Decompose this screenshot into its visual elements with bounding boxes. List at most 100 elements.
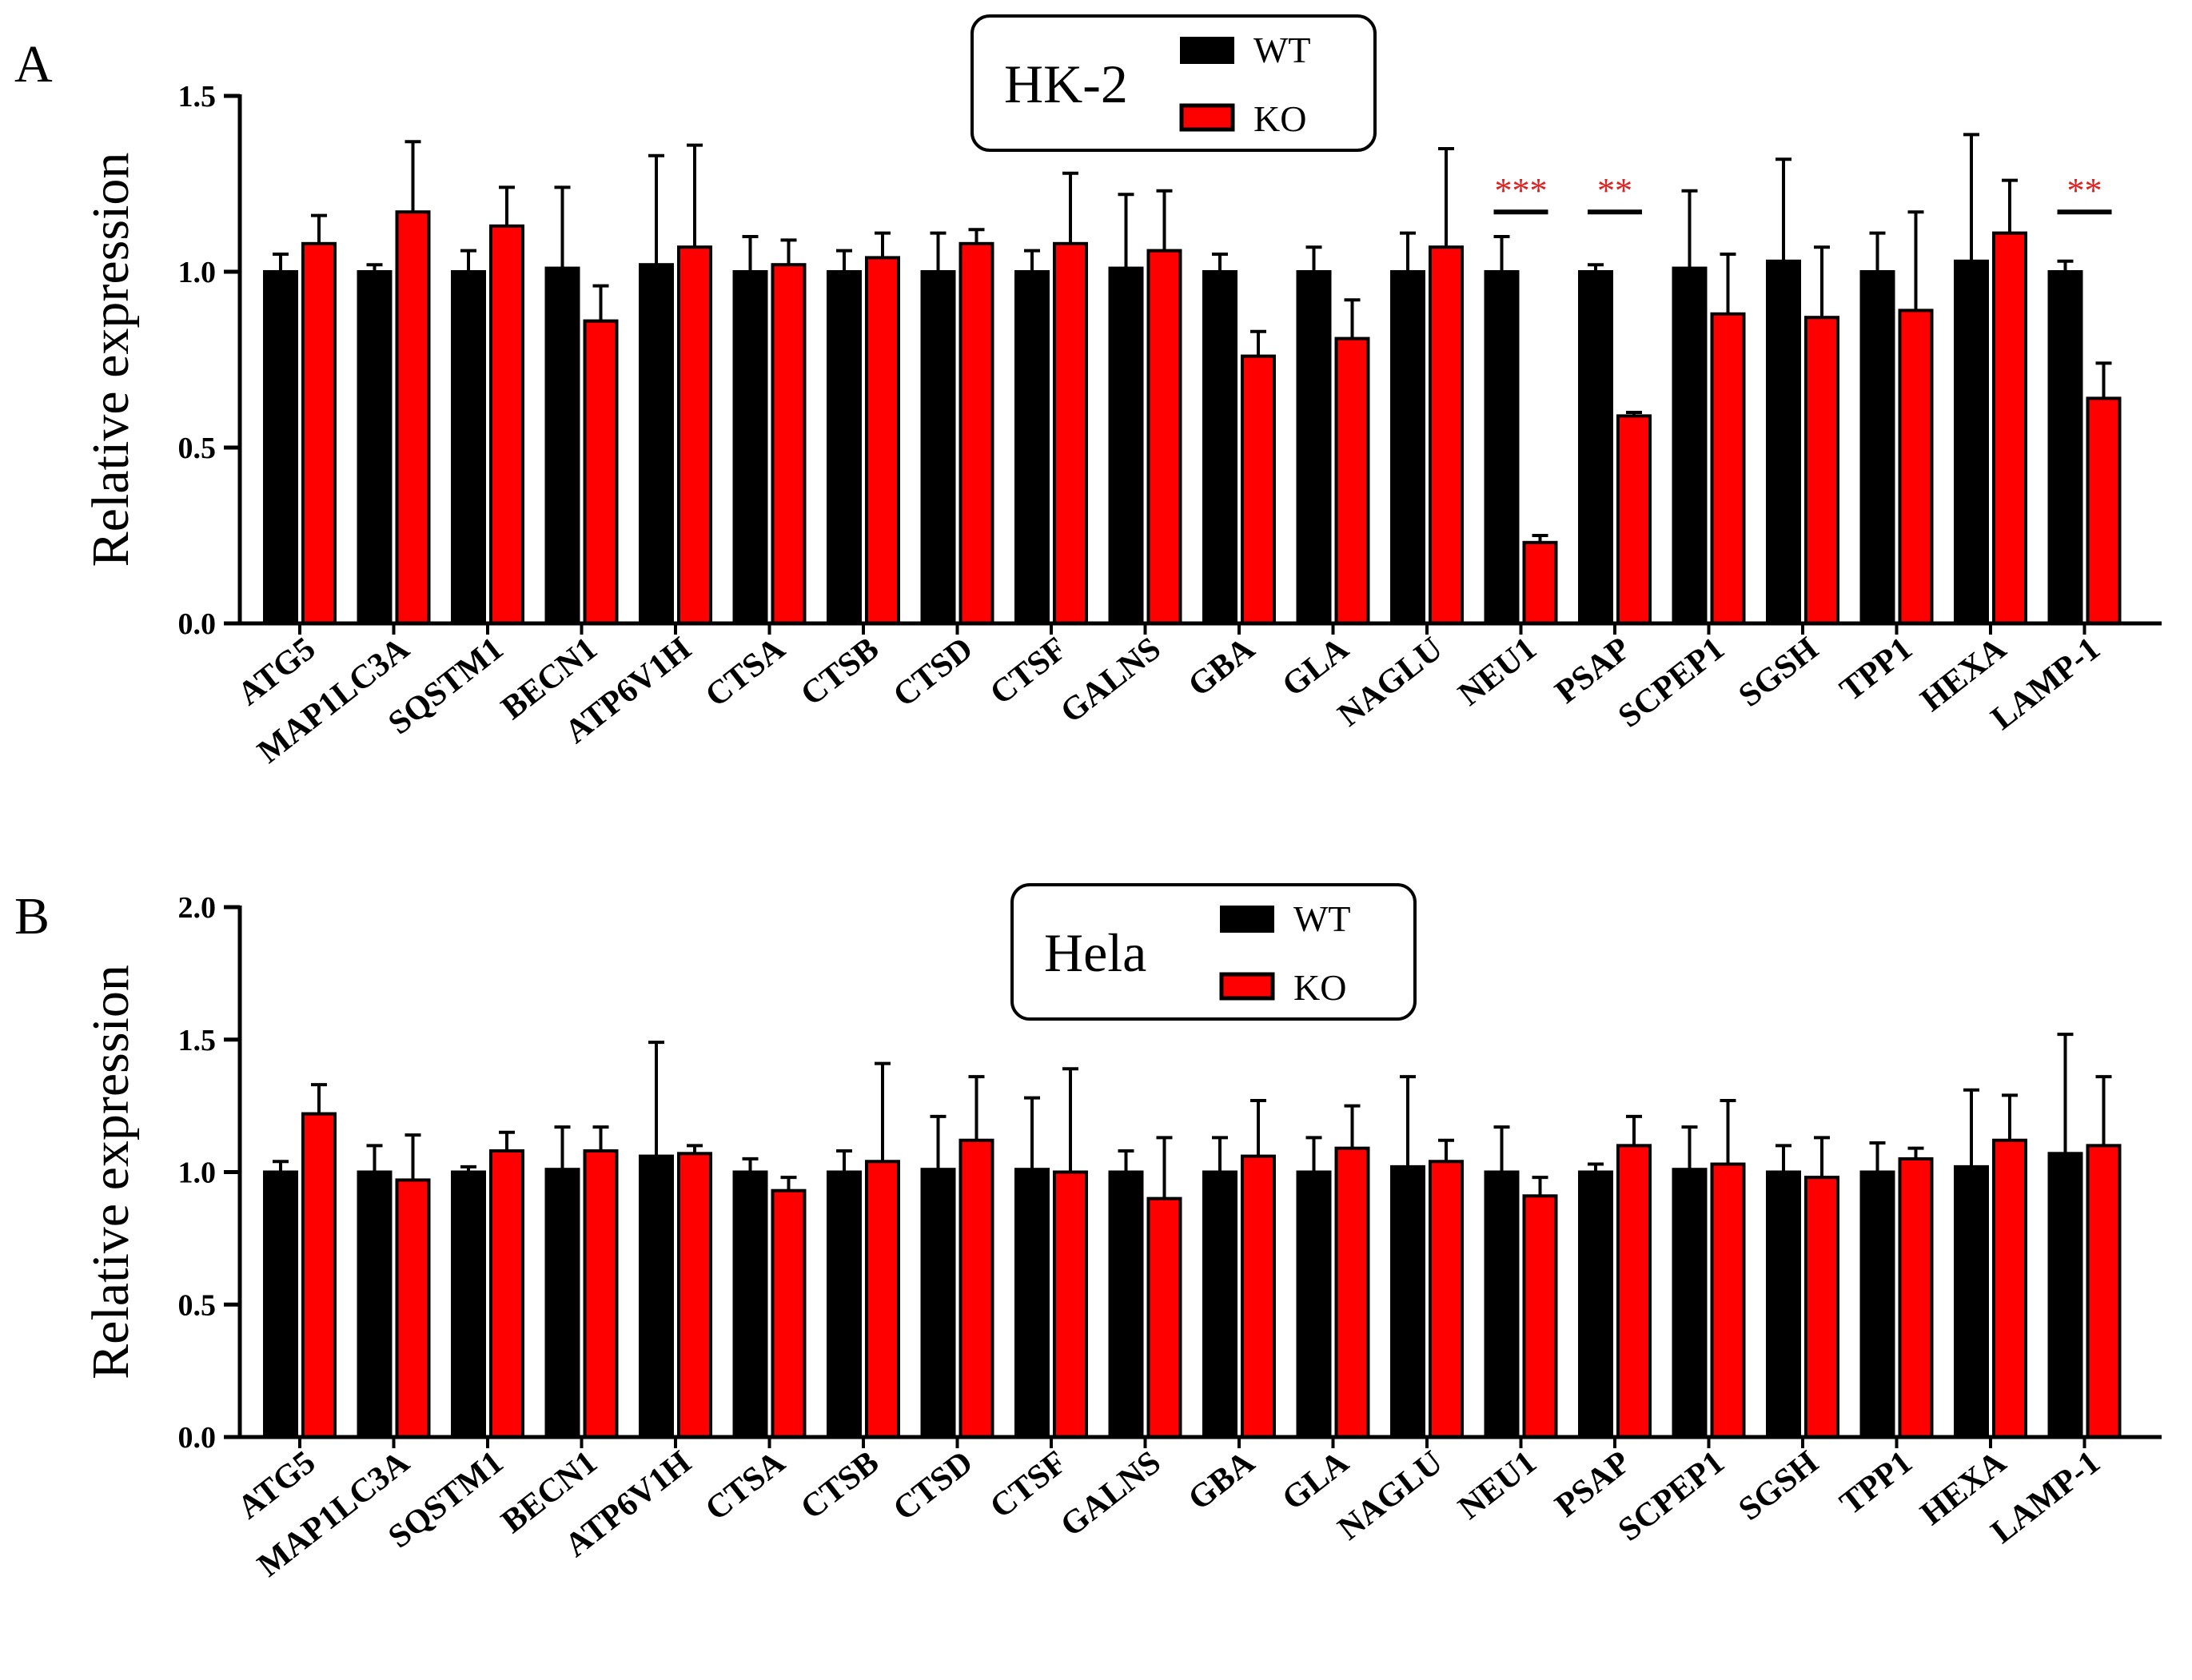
bar-wt [1202,1170,1237,1439]
legend-label-ko: KO [1293,967,1346,1008]
bar-ko [959,1138,994,1439]
bar-wt [827,1170,862,1439]
bar-ko [1241,1154,1276,1439]
category-label: SGSH [1732,1444,1826,1528]
bar-ko [395,1178,431,1439]
bar-ko [1334,336,1370,625]
bar-ko [865,256,900,625]
y-tick-label: 1.5 [178,1024,217,1057]
bar-wt [1202,270,1237,625]
legend-label-ko: KO [1253,98,1306,139]
bar-ko [771,263,807,625]
bar-ko [1992,231,2027,625]
bar-wt [544,1168,580,1439]
bar-wt [827,270,862,625]
panel-letter: B [14,887,50,945]
category-label: CTSB [794,1444,886,1527]
bar-ko [1898,309,1934,625]
bar-wt [1578,270,1613,625]
category-label: CTSA [699,630,792,715]
category-label: GLA [1276,1443,1357,1518]
bar-ko [1146,249,1182,625]
bar-ko [1804,1176,1839,1439]
bar-wt [2047,1152,2083,1439]
bar-ko [301,1112,337,1439]
category-label: SGSH [1732,631,1826,715]
bar-ko [1616,414,1652,626]
bar-ko [1429,1160,1464,1439]
legend: HK-2 WT KO [970,14,1377,152]
bar-ko [1804,316,1839,625]
bar-ko [489,1149,524,1439]
bar-ko [1241,354,1276,625]
y-tick-label: 0.5 [178,432,217,465]
bar-ko [1710,312,1746,625]
y-tick-label: 0.0 [178,607,217,641]
bar-ko [865,1160,900,1439]
bar-wt [1766,1170,1801,1439]
bar-wt [1014,270,1050,625]
category-label: NEU1 [1452,631,1544,714]
bar-ko [395,210,431,625]
bar-wt [263,1170,298,1439]
y-tick-label: 1.0 [178,1156,217,1190]
category-label: SCPEP1 [1612,631,1732,735]
category-label: TPP1 [1833,631,1919,709]
bar-ko [677,1152,712,1439]
bar-wt [920,270,956,625]
legend-title: HK-2 [1004,54,1128,114]
bar-ko [1146,1196,1182,1439]
category-label: CTSB [794,631,886,714]
bar-ko [2086,1144,2122,1439]
category-label: CTSD [887,1444,980,1528]
bar-wt [920,1168,956,1439]
bar-wt [357,1170,393,1439]
y-axis-title: Relative expression [82,965,140,1379]
bar-wt [357,270,393,625]
bar-wt [1014,1168,1050,1439]
significance-label: ** [1597,171,1632,210]
bar-ko [489,224,524,625]
bar-ko [1710,1162,1746,1439]
bar-wt [1484,270,1520,625]
bar-ko [1898,1156,1934,1439]
bar-ko [677,245,712,625]
bar-wt [1766,259,1801,625]
bar-ko [1992,1138,2027,1439]
bar-ko [1053,241,1088,625]
category-label: NAGLU [1331,631,1449,735]
category-label: CTSA [699,1443,792,1528]
bar-wt [1672,1168,1708,1439]
bar-wt [1108,1170,1144,1439]
bar-wt [732,270,768,625]
bar-wt [639,263,674,625]
bar-ko [1429,245,1464,625]
bar-ko [583,319,619,625]
legend-swatch-ko [1219,972,1275,1001]
bar-ko [771,1188,807,1439]
bar-wt [1484,1170,1520,1439]
bar-wt [1390,1164,1425,1439]
bar-ko [2086,396,2122,625]
bar-ko [1522,540,1558,625]
bar-wt [639,1154,674,1439]
y-tick-label: 2.0 [178,891,217,925]
bar-ko [1053,1170,1088,1439]
category-label: GALNS [1054,631,1167,731]
significance-label: ** [2067,171,2102,210]
significance-label: *** [1495,171,1548,210]
bar-ko [583,1149,619,1439]
y-tick-label: 0.5 [178,1288,217,1322]
category-label: GBA [1182,1443,1262,1518]
category-label: SCPEP1 [1612,1444,1732,1549]
bar-ko [1522,1194,1558,1439]
bar-wt [1672,266,1708,625]
bar-wt [1954,259,1989,625]
bar-wt [732,1170,768,1439]
bar-wt [1390,270,1425,625]
bar-wt [1108,266,1144,625]
category-label: NEU1 [1452,1444,1544,1527]
legend-swatch-wt [1180,37,1234,64]
